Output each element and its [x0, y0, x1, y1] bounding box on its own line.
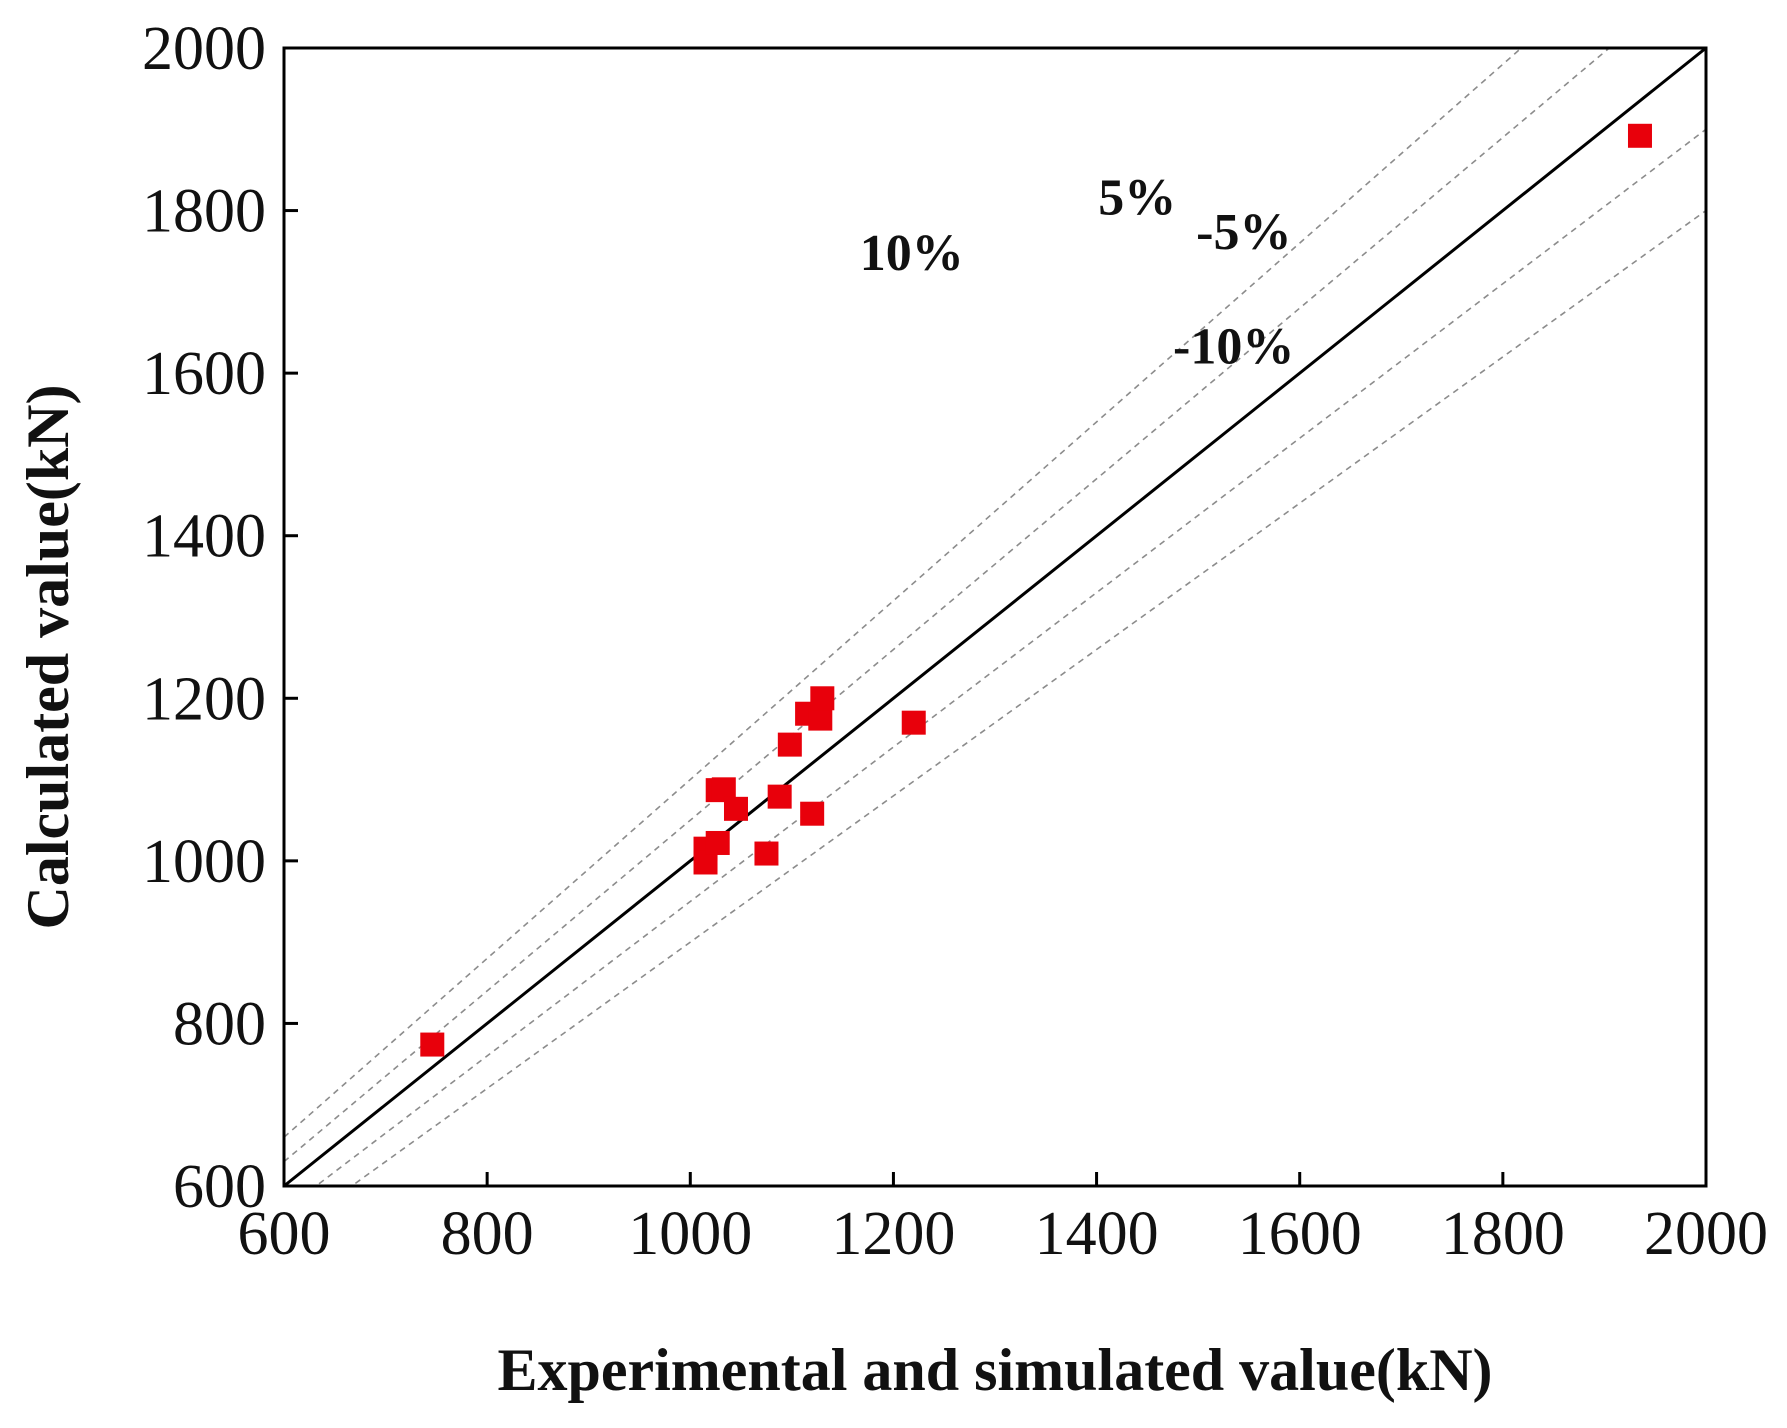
data-points	[420, 123, 1652, 1057]
reference-lines	[284, 48, 1706, 1186]
data-point-0-11	[800, 801, 825, 826]
reference-line-label-1: 5%	[1098, 170, 1176, 227]
y-tick-label-2: 1000	[142, 828, 266, 896]
data-point-0-13	[810, 686, 835, 711]
data-point-0-6	[723, 796, 748, 821]
reference-line-labels: 5% 10% -5% -10%	[860, 170, 1295, 376]
data-point-0-3	[705, 830, 730, 855]
axis-ticks: 600 800 1000 1200 1400 1600 1800 2000 600 800 1000…	[142, 15, 1768, 1268]
reference-line-3	[314, 128, 1706, 1186]
x-tick-label-0: 600	[238, 1200, 331, 1268]
reference-line-2	[284, 48, 1523, 1138]
reference-line-4	[350, 209, 1706, 1186]
y-tick-label-3: 1200	[142, 665, 266, 733]
x-tick-label-3: 1200	[831, 1200, 955, 1268]
data-point-0-7	[754, 841, 779, 866]
data-point-0-0	[420, 1032, 445, 1057]
y-tick-label-7: 2000	[142, 15, 266, 83]
x-tick-label-7: 2000	[1644, 1200, 1768, 1268]
y-tick-label-6: 1800	[142, 178, 266, 246]
x-tick-label-6: 1800	[1441, 1200, 1565, 1268]
reference-line-1	[284, 48, 1611, 1163]
data-point-0-14	[901, 710, 926, 735]
y-tick-label-5: 1600	[142, 340, 266, 408]
y-tick-label-4: 1400	[142, 503, 266, 571]
data-point-0-9	[777, 732, 802, 757]
reference-line-0	[284, 48, 1706, 1186]
plot-frame	[282, 46, 1708, 1188]
x-axis-title: Experimental and simulated value(kN)	[497, 1337, 1492, 1403]
reference-line-label-3: -5%	[1196, 204, 1291, 261]
reference-line-label-4: -10%	[1173, 318, 1294, 375]
y-tick-label-0: 600	[173, 1153, 266, 1221]
data-point-0-8	[767, 784, 792, 809]
reference-line-label-2: 10%	[860, 225, 964, 282]
data-point-0-15	[1627, 123, 1652, 148]
x-tick-label-2: 1000	[628, 1200, 752, 1268]
x-tick-label-4: 1400	[1035, 1200, 1159, 1268]
x-tick-label-5: 1600	[1238, 1200, 1362, 1268]
y-axis-title: Calculated value(kN)	[15, 385, 81, 930]
x-tick-label-1: 800	[441, 1200, 534, 1268]
data-point-0-12	[808, 706, 833, 731]
y-tick-label-1: 800	[173, 990, 266, 1058]
